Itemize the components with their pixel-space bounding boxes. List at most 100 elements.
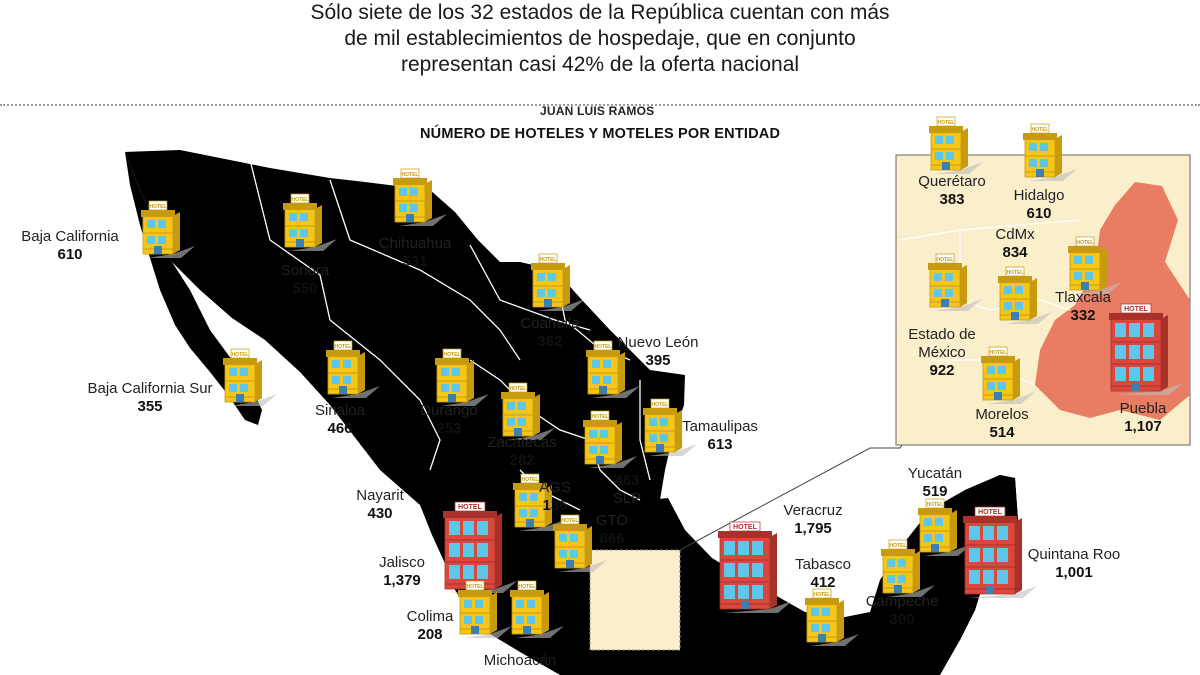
cdmx-hotel-sign: HOTEL [1007, 270, 1024, 276]
state-name-durango: Durango [420, 402, 478, 419]
state-value-queretaro: 383 [939, 191, 965, 208]
jalisco-hotel-sign: HOTEL [458, 504, 482, 511]
tlaxcala-hotel-sign: HOTEL [1077, 240, 1094, 246]
state-value-baja-california: 610 [57, 246, 83, 263]
state-value-quintana-roo: 1,001 [1055, 564, 1093, 581]
state-value-tabasco: 412 [810, 574, 836, 591]
baja-peninsula-shape [125, 152, 262, 425]
estado-de-mexico-hotel-sign: HOTEL [937, 257, 954, 263]
state-value-estado-de-mexico: 922 [929, 362, 955, 379]
label-campeche: Campeche 300 [822, 593, 982, 629]
veracruz-hotel-icon: HOTEL [718, 521, 792, 613]
sinaloa-hotel-icon: HOTEL [326, 340, 380, 398]
sinaloa-hotel-sign: HOTEL [335, 344, 352, 350]
cdmx-hotel-icon: HOTEL [998, 266, 1052, 324]
slp-hotel-icon: HOTEL [583, 410, 637, 468]
gto-hotel-icon: HOTEL [553, 514, 607, 572]
state-value-coahuila: 362 [537, 333, 563, 350]
state-name-queretaro: Querétaro [918, 173, 986, 190]
state-name-estado-de-mexico: Estado de México [908, 326, 976, 361]
label-jalisco: Jalisco 1,379 [322, 554, 482, 590]
oaxaca-shape [785, 652, 900, 675]
state-value-sinaloa: 466 [327, 420, 353, 437]
state-name-baja-california: Baja California [21, 228, 119, 245]
state-value-nuevo-leon: 395 [645, 352, 671, 369]
state-value-campeche: 300 [889, 611, 915, 628]
label-estado-de-mexico: Estado de México 922 [862, 326, 1022, 380]
veracruz-hotel-sign: HOTEL [733, 524, 757, 531]
sonora-hotel-icon: HOTEL [283, 193, 337, 251]
slp-hotel-sign: HOTEL [592, 414, 609, 420]
durango-hotel-sign: HOTEL [444, 352, 461, 358]
state-value-nayarit: 430 [367, 505, 393, 522]
state-name-colima: Colima [406, 608, 454, 625]
zacatecas-hotel-sign: HOTEL [510, 386, 527, 392]
baja-california-sur-hotel-sign: HOTEL [232, 352, 249, 358]
byline: JUAN LUIS RAMOS [540, 104, 655, 118]
state-value-hidalgo: 610 [1026, 205, 1052, 222]
state-value-baja-california-sur: 355 [137, 398, 163, 415]
state-name-hidalgo: Hidalgo [1013, 187, 1065, 204]
state-name-zacatecas: Zacatecas [487, 434, 557, 451]
tabasco-hotel-icon: HOTEL [805, 588, 859, 646]
state-name-yucatan: Yucatán [907, 465, 963, 482]
michoacan-hotel-icon: HOTEL [510, 580, 564, 638]
state-name-puebla: Puebla [1119, 400, 1167, 417]
label-colima: Colima 208 [350, 608, 510, 644]
state-value-tamaulipas: 613 [707, 436, 733, 453]
zacatecas-hotel-icon: HOTEL [501, 382, 555, 440]
state-name-chihuahua: Chihuahua [378, 235, 452, 252]
quintana-roo-hotel-sign: HOTEL [978, 509, 1002, 516]
label-tabasco: Tabasco 412 [743, 556, 903, 592]
state-value-yucatan: 519 [922, 483, 948, 500]
state-name-baja-california-sur: Baja California Sur [87, 380, 213, 397]
state-name-slp: SLP [612, 490, 642, 507]
headline: Sólo siete de los 32 estados de la Repúb… [0, 0, 1200, 78]
label-nuevo-leon: Nuevo León 395 [578, 334, 738, 370]
state-name-tamaulipas: Tamaulipas [682, 418, 758, 435]
durango-hotel-icon: HOTEL [435, 348, 489, 406]
chihuahua-hotel-sign: HOTEL [402, 172, 419, 178]
colima-hotel-icon: HOTEL [458, 580, 512, 638]
headline-line-2: de mil establecimientos de hospedaje, qu… [344, 27, 856, 50]
state-name-tabasco: Tabasco [795, 556, 851, 573]
label-cdmx: CdMx 834 [935, 226, 1095, 262]
state-name-campeche: Campeche [865, 593, 939, 610]
state-name-jalisco: Jalisco [379, 554, 425, 571]
tlaxcala-hotel-icon: HOTEL [1068, 236, 1122, 294]
label-ags: AGS 136 [475, 479, 635, 515]
coahuila-hotel-icon: HOTEL [531, 253, 585, 311]
state-value-veracruz: 1,795 [794, 520, 832, 537]
nuevo-leon-hotel-icon: HOTEL [586, 340, 640, 398]
state-name-nayarit: Nayarit [356, 487, 404, 504]
state-value-puebla: 1,107 [1124, 418, 1162, 435]
queretaro-hotel-sign: HOTEL [938, 120, 955, 126]
label-chihuahua: Chihuahua 531 [335, 235, 495, 271]
state-value-colima: 208 [417, 626, 443, 643]
state-name-michoacan: Michoacán [483, 652, 557, 669]
baja-california-sur-hotel-icon: HOTEL [223, 348, 277, 406]
state-name-sonora: Sonora [280, 262, 330, 279]
headline-line-3: representan casi 42% de la oferta nacion… [400, 53, 800, 76]
label-tlaxcala: Tlaxcala 332 [1003, 289, 1163, 325]
label-queretaro: Querétaro 383 [872, 173, 1032, 209]
label-yucatan: Yucatán 519 [855, 465, 1015, 501]
state-value-gto: 866 [599, 530, 625, 547]
label-coahuila: Coahuila 362 [470, 315, 630, 351]
tamaulipas-hotel-icon: HOTEL [643, 398, 697, 456]
label-zacatecas: Zacatecas 282 [442, 434, 602, 470]
baja-california-hotel-icon: HOTEL [141, 200, 195, 258]
campeche-hotel-sign: HOTEL [890, 543, 907, 549]
label-nayarit: Nayarit 430 [300, 487, 460, 523]
ags-hotel-sign: HOTEL [522, 477, 539, 483]
state-name-tlaxcala: Tlaxcala [1055, 289, 1111, 306]
label-sonora: Sonora 550 [225, 262, 385, 298]
state-value-chihuahua: 531 [402, 253, 428, 270]
state-value-morelos: 514 [989, 424, 1015, 441]
tamaulipas-hotel-sign: HOTEL [652, 402, 669, 408]
state-name-ags: AGS [539, 479, 571, 496]
label-baja-california: Baja California 610 [0, 228, 150, 264]
label-hidalgo: Hidalgo 610 [959, 187, 1119, 223]
sonora-hotel-sign: HOTEL [292, 197, 309, 203]
